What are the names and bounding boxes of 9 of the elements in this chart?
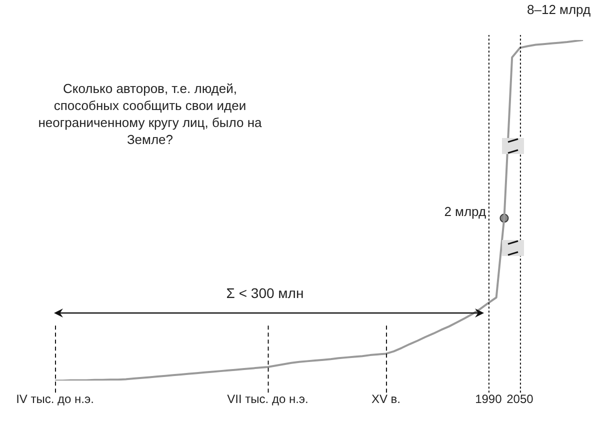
annotation: Сколько авторов, т.е. людей, способных сообщить свои идеи неограниченному кругу лиц, было на Земле? — [37, 80, 263, 148]
x-tick-label: IV тыс. до н.э. — [16, 392, 94, 406]
x-tick-label: 2050 — [506, 392, 534, 406]
x-tick-label: XV в. — [371, 392, 401, 406]
text: 8–12 млрд — [527, 2, 591, 17]
annotation: Σ < 300 млн — [225, 285, 305, 301]
x-tick-label: 1990 — [475, 392, 502, 406]
annotation: 2 млрд — [444, 204, 486, 220]
x-tick-label: VII тыс. до н.э. — [227, 392, 308, 406]
